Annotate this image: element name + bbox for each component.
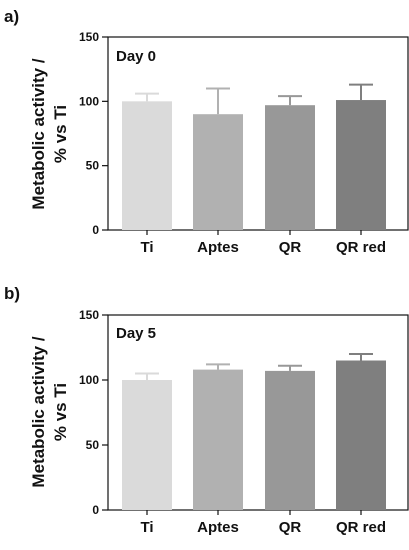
panel-b-plot-frame	[107, 314, 409, 511]
panel-a-bar-qr-red	[336, 100, 386, 231]
panel-a-y-tick-label: 150	[79, 30, 99, 44]
panel-a-title: Day 0	[116, 48, 156, 65]
panel-b-ylabel-line1: Metabolic activity /	[29, 336, 48, 487]
panel-b-x-labels: Ti Aptes QR QR red	[140, 510, 386, 536]
panel-a-y-tick-label: 50	[86, 159, 100, 173]
panel-b-bar-aptes	[193, 369, 243, 510]
panel-b-bar-qr	[265, 370, 315, 510]
panel-b-y-tick-label: 150	[79, 308, 99, 322]
panel-a-bar-qr	[265, 105, 315, 230]
panel-a-y-tick-label: 0	[92, 223, 99, 237]
panel-b: b) Metabolic activity / % vs Ti Day 5 0 5…	[4, 284, 409, 536]
panel-b-x-label-aptes: Aptes	[197, 519, 239, 536]
panel-a-x-label-qr: QR	[279, 239, 302, 256]
panel-b-bar-ti	[122, 380, 172, 510]
panel-b-x-label-ti: Ti	[140, 519, 153, 536]
panel-a-ylabel-line2: % vs Ti	[51, 105, 70, 163]
panel-b-y-tick-label: 100	[79, 373, 99, 387]
panel-b-title: Day 5	[116, 325, 156, 342]
panel-a-y-ticks: 0 50 100 150	[79, 30, 108, 237]
panel-a-x-labels: Ti Aptes QR QR red	[140, 230, 386, 256]
panel-a-x-label-qr-red: QR red	[336, 239, 386, 256]
panel-b-bars	[122, 360, 386, 510]
panel-b-y-tick-label: 50	[86, 438, 100, 452]
panel-a-bars	[122, 100, 386, 231]
panel-a-x-label-ti: Ti	[140, 239, 153, 256]
panel-b-bar-qr-red	[336, 360, 386, 510]
panel-b-y-tick-label: 0	[92, 503, 99, 517]
panel-b-label: b)	[4, 284, 20, 303]
panel-a-error-bars	[135, 83, 373, 115]
panel-b-x-label-qr: QR	[279, 519, 302, 536]
panel-a-ylabel-line1: Metabolic activity /	[29, 58, 48, 209]
panel-a-bar-ti	[122, 101, 172, 230]
panel-b-y-ticks: 0 50 100 150	[79, 308, 108, 517]
panel-a-y-tick-label: 100	[79, 94, 99, 108]
panel-a: a) Metabolic activity / % vs Ti Day 0 0 5…	[4, 7, 409, 256]
panel-a-label: a)	[4, 7, 19, 26]
panel-a-bar-aptes	[193, 114, 243, 230]
panel-b-error-bars	[135, 353, 373, 380]
panel-a-x-label-aptes: Aptes	[197, 239, 239, 256]
panel-b-x-label-qr-red: QR red	[336, 519, 386, 536]
panel-b-ylabel-line2: % vs Ti	[51, 383, 70, 441]
panel-a-plot-frame	[107, 36, 409, 231]
